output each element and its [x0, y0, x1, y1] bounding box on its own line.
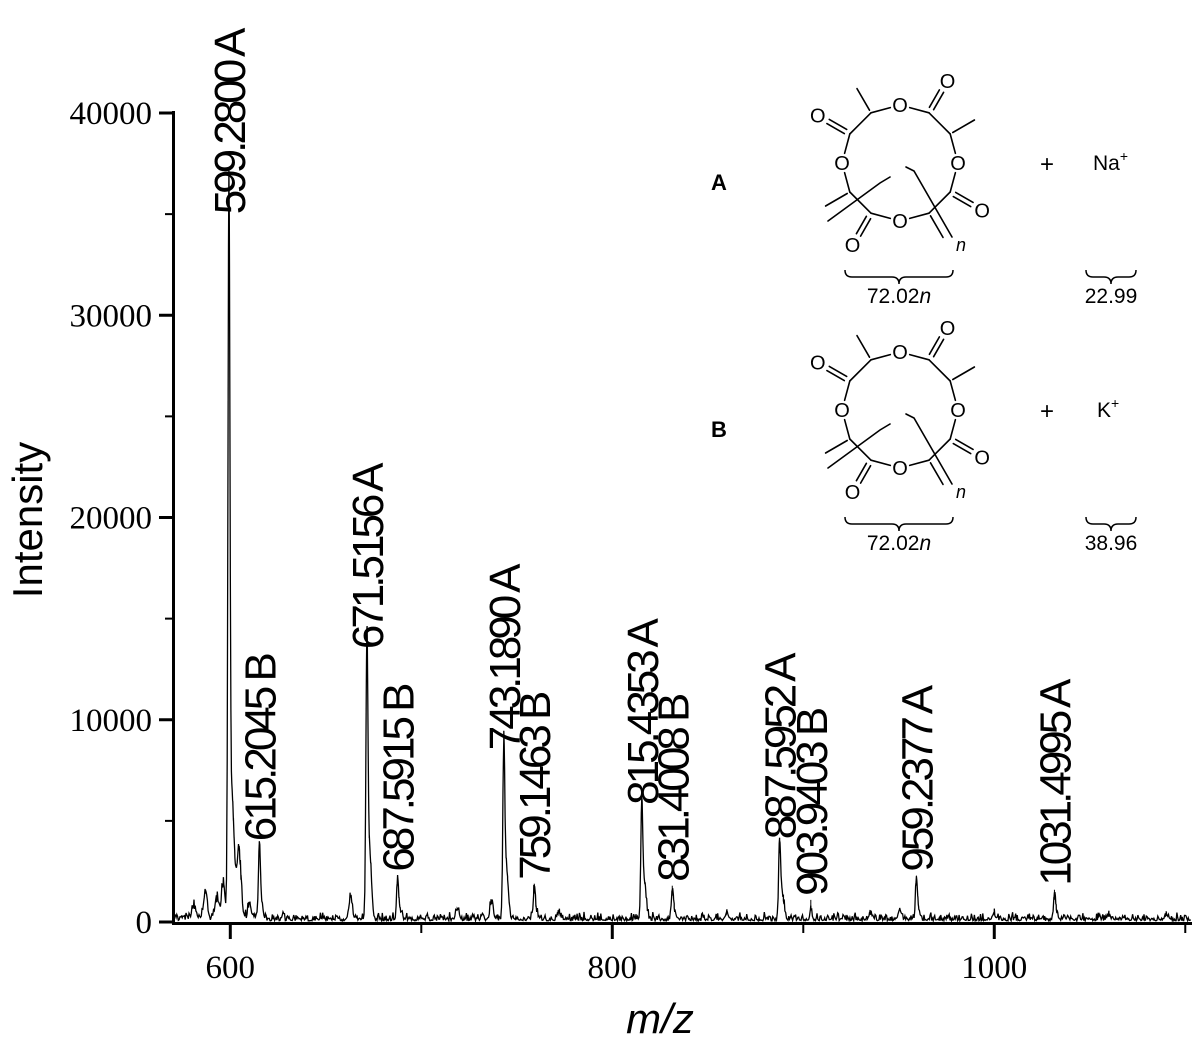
- y-axis-title: Intensity: [4, 442, 51, 598]
- peak-label: 671.5156 A: [344, 462, 393, 649]
- structure-inset-A: A + Na+ 72.02n 22.99: [711, 70, 1138, 308]
- x-tick-label: 600: [206, 950, 256, 986]
- plus-sign: +: [1040, 151, 1054, 178]
- repeat-mass: 72.02n: [867, 532, 931, 555]
- peak-label: 831.4008 B: [649, 694, 698, 882]
- structure-inset-B: B + K+ 72.02n 38.96: [711, 316, 1138, 555]
- cation-sodium: Na+: [1093, 148, 1128, 175]
- ion-mass: 38.96: [1085, 532, 1138, 555]
- peak-label: 1031.4995 A: [1031, 678, 1080, 886]
- peak-label: 959.2377 A: [893, 684, 942, 871]
- plus-sign: +: [1040, 398, 1054, 425]
- underbrace-ion: [1085, 269, 1137, 285]
- peak-label: 687.5915 B: [375, 684, 424, 872]
- underbrace-repeat: [844, 516, 954, 532]
- x-tick-label: 800: [588, 950, 638, 986]
- structure-label-B: B: [711, 417, 727, 442]
- peak-leader-lines: [228, 218, 1055, 910]
- ion-mass: 22.99: [1085, 285, 1138, 308]
- cation-potassium: K+: [1097, 395, 1119, 422]
- axes: 0 10000 20000 30000 40000 600 800 1000: [70, 96, 1192, 986]
- y-tick-label: 20000: [70, 501, 153, 537]
- underbrace-repeat: [844, 269, 954, 285]
- peak-label: 759.1463 B: [511, 692, 560, 880]
- peak-label: 815.4353 A: [619, 618, 668, 805]
- y-tick-label: 30000: [70, 298, 153, 334]
- peak-label: 903.9403 B: [788, 708, 837, 896]
- underbrace-ion: [1085, 516, 1137, 532]
- repeat-mass: 72.02n: [867, 285, 931, 308]
- x-tick-label: 1000: [961, 950, 1027, 986]
- y-tick-label: 40000: [70, 96, 153, 132]
- structure-label-A: A: [711, 170, 727, 195]
- y-tick-label: 0: [136, 905, 153, 941]
- spectrum-trace: [172, 169, 1192, 924]
- y-tick-label: 10000: [70, 703, 153, 739]
- peak-label: 599.2800 A: [206, 27, 255, 214]
- peak-label: 743.1890 A: [481, 563, 530, 750]
- peak-labels: 599.2800 A 615.2045 B 671.5156 A 687.5915 B…: [206, 27, 1081, 896]
- x-axis-title: m/z: [626, 995, 694, 1042]
- peak-label: 887.5952 A: [757, 652, 806, 839]
- peak-label: 615.2045 B: [236, 654, 285, 842]
